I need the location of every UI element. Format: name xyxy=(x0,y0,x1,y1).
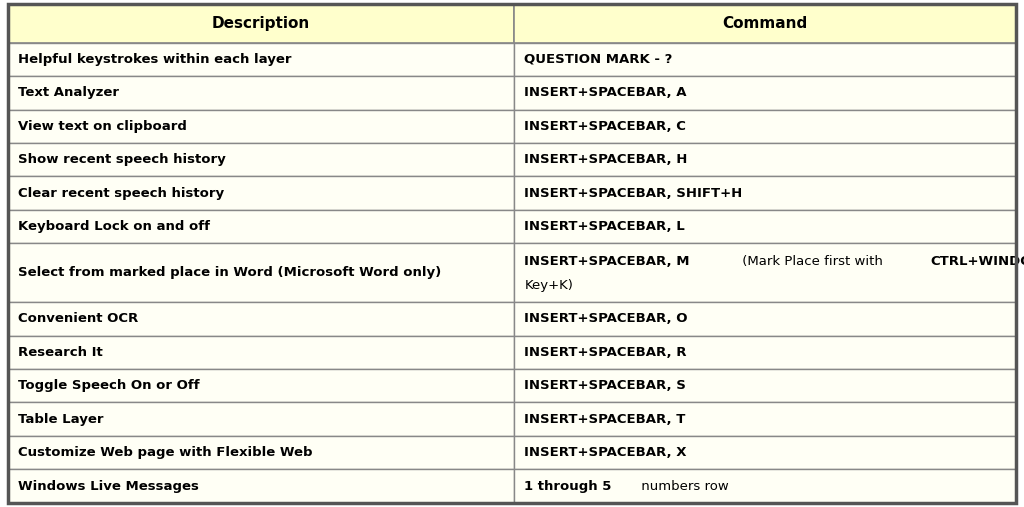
Text: INSERT+SPACEBAR, O: INSERT+SPACEBAR, O xyxy=(524,312,688,325)
Bar xyxy=(514,369,1016,403)
Bar xyxy=(514,302,1016,336)
Text: INSERT+SPACEBAR, H: INSERT+SPACEBAR, H xyxy=(524,153,688,166)
Text: Customize Web page with Flexible Web: Customize Web page with Flexible Web xyxy=(18,446,313,459)
Bar xyxy=(514,469,1016,503)
Text: INSERT+SPACEBAR, M: INSERT+SPACEBAR, M xyxy=(524,255,690,268)
Text: Helpful keystrokes within each layer: Helpful keystrokes within each layer xyxy=(18,53,292,66)
Bar xyxy=(514,76,1016,110)
Text: Command: Command xyxy=(722,16,808,31)
Text: Description: Description xyxy=(212,16,310,31)
Text: INSERT+SPACEBAR, A: INSERT+SPACEBAR, A xyxy=(524,86,687,99)
Text: Show recent speech history: Show recent speech history xyxy=(18,153,226,166)
Text: Key+K): Key+K) xyxy=(524,279,573,292)
Text: QUESTION MARK - ?: QUESTION MARK - ? xyxy=(524,53,673,66)
Text: INSERT+SPACEBAR, X: INSERT+SPACEBAR, X xyxy=(524,446,687,459)
Bar xyxy=(514,176,1016,210)
Bar xyxy=(8,243,514,302)
Text: View text on clipboard: View text on clipboard xyxy=(18,120,187,133)
Bar xyxy=(8,210,514,243)
Bar xyxy=(8,143,514,176)
Bar xyxy=(8,403,514,436)
Bar xyxy=(514,336,1016,369)
Bar xyxy=(8,336,514,369)
Bar xyxy=(514,43,1016,76)
Text: Text Analyzer: Text Analyzer xyxy=(18,86,120,99)
Bar xyxy=(8,43,514,76)
Text: INSERT+SPACEBAR, T: INSERT+SPACEBAR, T xyxy=(524,413,686,426)
Bar xyxy=(514,243,1016,302)
Bar xyxy=(514,4,1016,43)
Text: numbers row: numbers row xyxy=(637,480,729,493)
Text: INSERT+SPACEBAR, C: INSERT+SPACEBAR, C xyxy=(524,120,686,133)
Text: INSERT+SPACEBAR, S: INSERT+SPACEBAR, S xyxy=(524,379,686,392)
Text: INSERT+SPACEBAR, R: INSERT+SPACEBAR, R xyxy=(524,346,687,359)
Text: Research It: Research It xyxy=(18,346,103,359)
Bar xyxy=(8,76,514,110)
Bar xyxy=(8,469,514,503)
Bar xyxy=(8,110,514,143)
Text: INSERT+SPACEBAR, SHIFT+H: INSERT+SPACEBAR, SHIFT+H xyxy=(524,187,742,200)
Bar xyxy=(514,436,1016,469)
Text: Table Layer: Table Layer xyxy=(18,413,103,426)
Bar xyxy=(514,210,1016,243)
Text: Toggle Speech On or Off: Toggle Speech On or Off xyxy=(18,379,200,392)
Text: 1 through 5: 1 through 5 xyxy=(524,480,611,493)
Text: Windows Live Messages: Windows Live Messages xyxy=(18,480,200,493)
Text: Select from marked place in Word (Microsoft Word only): Select from marked place in Word (Micros… xyxy=(18,266,441,279)
Bar xyxy=(8,369,514,403)
Text: (Mark Place first with: (Mark Place first with xyxy=(738,255,887,268)
Bar xyxy=(8,4,514,43)
Bar xyxy=(514,403,1016,436)
Text: CTRL+WINDOWS: CTRL+WINDOWS xyxy=(930,255,1024,268)
Text: Keyboard Lock on and off: Keyboard Lock on and off xyxy=(18,220,211,233)
Bar xyxy=(8,302,514,336)
Bar xyxy=(514,143,1016,176)
Text: INSERT+SPACEBAR, L: INSERT+SPACEBAR, L xyxy=(524,220,685,233)
Text: Convenient OCR: Convenient OCR xyxy=(18,312,138,325)
Bar xyxy=(8,176,514,210)
Text: Clear recent speech history: Clear recent speech history xyxy=(18,187,224,200)
Bar xyxy=(8,436,514,469)
Bar xyxy=(514,110,1016,143)
